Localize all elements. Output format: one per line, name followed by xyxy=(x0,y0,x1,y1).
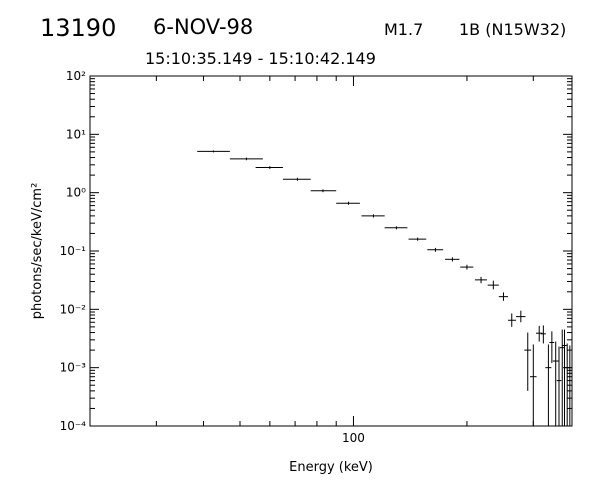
data-points xyxy=(197,150,572,426)
data-point xyxy=(524,332,532,391)
data-point xyxy=(549,331,555,364)
data-point xyxy=(562,329,567,426)
axis-ticks xyxy=(89,75,572,427)
data-point xyxy=(545,344,552,426)
data-point xyxy=(540,325,546,344)
optical-class: 1B (N15W32) xyxy=(459,20,567,39)
data-point xyxy=(474,276,487,284)
data-point xyxy=(336,201,360,205)
data-point xyxy=(507,313,517,327)
x-axis-label: Energy (keV) xyxy=(289,460,373,475)
data-point xyxy=(427,247,444,252)
y-tick-labels: 10⁻⁴ 10⁻³ 10⁻² 10⁻¹ 10⁰ 10¹ 10² xyxy=(60,69,87,433)
data-point xyxy=(529,344,537,426)
data-point xyxy=(552,341,559,426)
data-point xyxy=(229,157,263,161)
y-tick-label: 10¹ xyxy=(66,127,86,141)
data-point xyxy=(445,257,460,262)
event-id: 13190 xyxy=(40,14,117,42)
data-point xyxy=(536,325,543,342)
data-point xyxy=(516,310,526,323)
y-tick-label: 10² xyxy=(66,69,86,83)
x-tick-labels: 100 xyxy=(342,431,365,445)
data-point xyxy=(568,345,572,426)
data-point xyxy=(556,346,562,426)
data-point xyxy=(498,292,508,301)
data-point xyxy=(197,150,230,153)
y-tick-label: 10⁻² xyxy=(60,302,87,316)
data-point xyxy=(384,226,408,230)
data-point xyxy=(559,329,565,426)
y-tick-label: 10⁻¹ xyxy=(60,244,87,258)
event-date: 6-NOV-98 xyxy=(153,15,254,39)
y-tick-label: 10⁰ xyxy=(66,186,86,200)
data-point xyxy=(282,177,311,181)
time-range: 15:10:35.149 - 15:10:42.149 xyxy=(145,49,376,68)
goes-class: M1.7 xyxy=(384,20,424,39)
data-point xyxy=(255,166,283,169)
data-point xyxy=(361,214,385,218)
x-tick-label: 100 xyxy=(342,431,365,445)
plot-frame xyxy=(89,75,573,427)
data-point xyxy=(487,280,499,290)
data-point xyxy=(460,264,474,270)
y-axis-label: photons/sec/keV/cm² xyxy=(30,183,45,320)
data-point xyxy=(408,237,427,241)
y-tick-label: 10⁻⁴ xyxy=(60,419,87,433)
data-point xyxy=(310,189,337,193)
y-tick-label: 10⁻³ xyxy=(60,361,87,375)
